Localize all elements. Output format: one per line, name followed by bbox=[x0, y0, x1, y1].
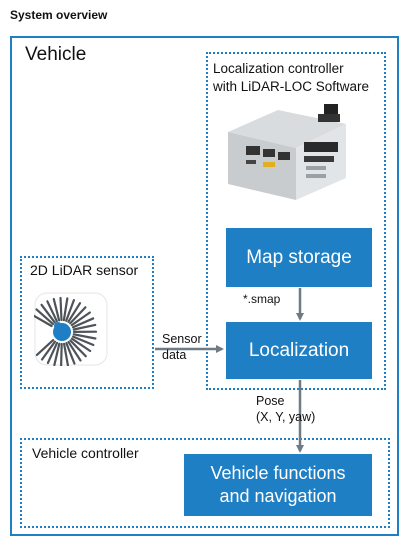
lidar-ray bbox=[71, 335, 95, 347]
lidar-sensor-icon bbox=[34, 292, 108, 366]
pose-label: Pose (X, Y, yaw) bbox=[256, 393, 315, 425]
sensor-data-line2: data bbox=[162, 348, 187, 362]
vehicle-controller-frame bbox=[20, 438, 390, 528]
lidar-ray bbox=[40, 340, 57, 361]
controller-hardware-image bbox=[218, 102, 368, 204]
lidar-ray bbox=[46, 341, 59, 365]
localization-box: Localization bbox=[226, 322, 372, 379]
pose-line1: Pose bbox=[256, 394, 285, 408]
lidar-ray bbox=[72, 323, 97, 331]
lidar-ray bbox=[59, 296, 63, 322]
vehicle-frame bbox=[10, 36, 399, 536]
sensor-data-line1: Sensor bbox=[162, 332, 202, 346]
lidar-ray bbox=[46, 300, 58, 323]
lidar-ray bbox=[70, 311, 91, 327]
vehicle-controller-label: Vehicle controller bbox=[32, 445, 139, 461]
lidar-ray bbox=[35, 339, 55, 357]
map-storage-box: Map storage bbox=[226, 228, 372, 287]
lidar-ray bbox=[62, 297, 69, 322]
lidar-ray bbox=[62, 342, 70, 366]
lidar-sensor-label: 2D LiDAR sensor bbox=[30, 262, 139, 278]
lidar-ray bbox=[65, 299, 76, 322]
lidar-ray bbox=[53, 342, 61, 366]
pose-line2: (X, Y, yaw) bbox=[256, 410, 316, 424]
vehicle-functions-line1: Vehicle functions bbox=[210, 463, 346, 483]
localization-controller-label-line1: Localization controller bbox=[213, 61, 344, 76]
lidar-ray bbox=[65, 342, 76, 365]
localization-controller-frame bbox=[206, 52, 386, 390]
vehicle-functions-line2: and navigation bbox=[219, 486, 337, 506]
lidar-ray bbox=[67, 302, 82, 323]
diagram-title: System overview bbox=[10, 8, 108, 22]
lidar-ray bbox=[69, 306, 87, 325]
lidar-ray bbox=[40, 303, 56, 324]
lidar-ray bbox=[71, 317, 95, 329]
lidar-ray bbox=[72, 333, 97, 340]
lidar-ray bbox=[52, 297, 61, 322]
lidar-ray bbox=[35, 308, 55, 326]
lidar-ray bbox=[60, 342, 63, 366]
localization-controller-label-line2: with LiDAR-LOC Software bbox=[213, 79, 370, 94]
sensor-data-label: Sensor data bbox=[162, 331, 202, 363]
vehicle-label: Vehicle bbox=[25, 44, 87, 65]
localization-controller-label: Localization controller with LiDAR-LOC S… bbox=[213, 60, 388, 96]
lidar-ray bbox=[69, 339, 87, 358]
smap-label: *.smap bbox=[243, 292, 281, 306]
lidar-sensor-frame bbox=[20, 256, 154, 389]
lidar-ray bbox=[67, 340, 82, 362]
lidar-ray bbox=[34, 314, 53, 328]
vehicle-functions-box: Vehicle functions and navigation bbox=[184, 454, 372, 516]
lidar-ray bbox=[70, 337, 92, 353]
